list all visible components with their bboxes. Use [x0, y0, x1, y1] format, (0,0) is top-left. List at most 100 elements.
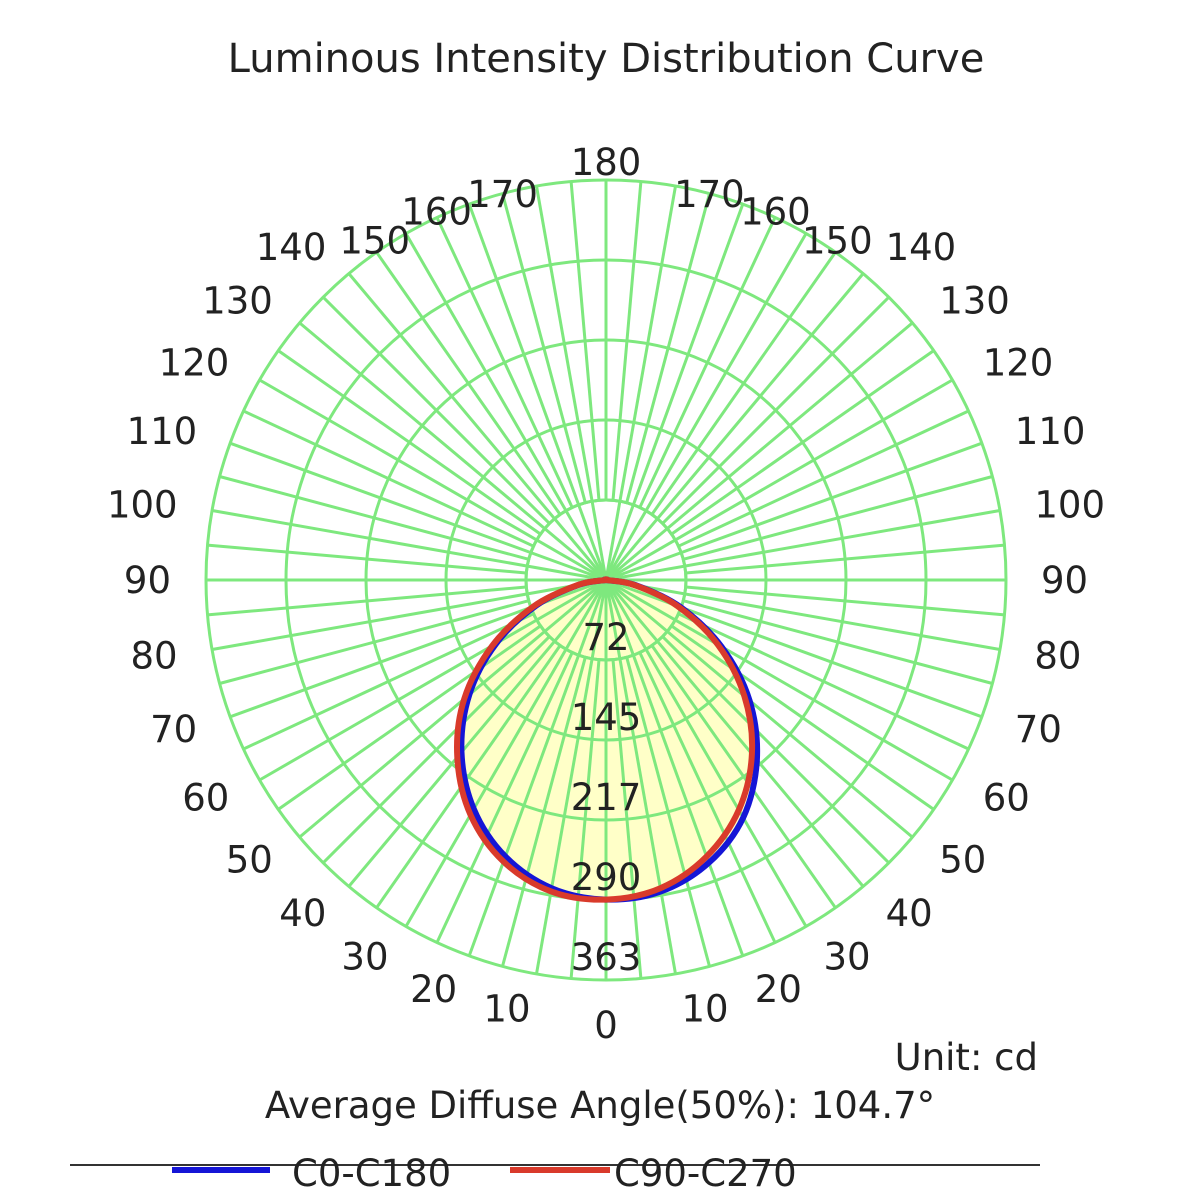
grid-spoke — [242, 409, 535, 548]
angle-tick-label: 60 — [983, 777, 1030, 820]
grid-spoke — [670, 624, 935, 811]
angle-tick-label: 80 — [131, 635, 178, 678]
grid-spoke — [604, 579, 808, 928]
grid-spoke — [650, 251, 837, 516]
angle-tick-label: 100 — [1034, 484, 1105, 527]
angle-tick-label: 120 — [983, 342, 1054, 385]
radial-tick-label: 363 — [571, 936, 642, 979]
grid-spoke — [604, 579, 677, 975]
grid-spoke — [661, 635, 890, 864]
grid-spoke — [322, 296, 551, 525]
grid-spoke — [298, 321, 607, 582]
radial-tick-labels: 72 145 217 290 363 — [571, 616, 642, 979]
grid-spoke — [604, 232, 808, 581]
angle-tick-label: 10 — [483, 987, 530, 1030]
legend-label: C90-C270 — [614, 1152, 797, 1195]
angle-tick-label: 130 — [939, 279, 1010, 322]
grid-spoke — [661, 296, 890, 525]
grid-spoke — [258, 378, 607, 582]
grid-spoke — [404, 579, 608, 928]
legend-label: C0-C180 — [292, 1152, 451, 1195]
grid-spoke — [435, 216, 574, 509]
grid-spoke — [277, 624, 542, 811]
grid-spoke — [298, 578, 607, 839]
angle-tick-label: 50 — [939, 839, 986, 882]
angle-tick-label: 170 — [674, 173, 745, 216]
angle-tick-label: 10 — [682, 987, 729, 1030]
angle-tick-label: 110 — [1015, 410, 1086, 453]
grid-spoke — [625, 656, 711, 967]
grid-spoke — [347, 579, 608, 888]
angle-tick-label: 160 — [740, 191, 811, 234]
grid-spoke — [685, 543, 1005, 575]
angle-tick-label: 80 — [1034, 635, 1081, 678]
angle-tick-label: 70 — [150, 708, 197, 751]
grid-spoke — [435, 651, 574, 944]
grid-spoke — [467, 579, 608, 957]
grid-spoke — [219, 475, 530, 561]
grid-spoke — [605, 321, 914, 582]
grid-spoke — [638, 651, 777, 944]
grid-spoke — [375, 644, 562, 909]
grid-spoke — [207, 585, 527, 617]
grid-spoke — [229, 441, 607, 582]
grid-spoke — [277, 349, 542, 536]
grid-spoke — [211, 578, 607, 651]
angle-tick-label: 0 — [594, 1004, 618, 1047]
angle-tick-label: 50 — [226, 839, 273, 882]
angle-tick-label: 20 — [755, 968, 802, 1011]
angle-tick-label: 110 — [127, 410, 198, 453]
series-curve-c90-c270 — [454, 576, 756, 903]
grid-spoke — [604, 203, 745, 581]
angle-tick-label: 30 — [341, 936, 388, 979]
grid-spoke — [605, 441, 983, 582]
radial-tick-label: 290 — [571, 856, 642, 899]
grid-spoke — [638, 216, 777, 509]
grid-spoke — [611, 659, 643, 979]
chart-legend: C0-C180 C90-C270 — [70, 1152, 1040, 1195]
grid-spoke — [650, 644, 837, 909]
angle-tick-label: 40 — [886, 892, 933, 935]
grid-spoke — [242, 612, 535, 751]
angle-tick-label: 140 — [886, 226, 957, 269]
chart-title: Luminous Intensity Distribution Curve — [228, 36, 985, 82]
angle-tick-label: 160 — [401, 191, 472, 234]
angle-tick-label: 100 — [107, 484, 178, 527]
grid-spoke — [605, 378, 954, 582]
grid-spoke — [685, 585, 1005, 617]
angle-tick-label: 130 — [202, 279, 273, 322]
angle-tick-label: 140 — [256, 226, 327, 269]
grid-spoke — [347, 272, 608, 581]
radial-tick-label: 145 — [571, 696, 642, 739]
grid-spoke — [604, 272, 865, 581]
grid-spoke — [207, 543, 527, 575]
radial-tick-label: 72 — [582, 616, 629, 659]
angle-tick-label: 20 — [410, 968, 457, 1011]
grid-spoke — [211, 509, 607, 582]
angle-tick-label: 170 — [467, 173, 538, 216]
grid-spoke — [501, 193, 587, 504]
grid-spoke — [219, 599, 530, 685]
grid-spoke — [605, 509, 1001, 582]
grid-spoke — [258, 578, 607, 782]
grid-spoke — [677, 409, 970, 548]
angle-tick-label: 90 — [124, 559, 171, 602]
radial-tick-label: 217 — [571, 776, 642, 819]
angle-tick-label: 150 — [339, 220, 410, 263]
angle-tick-label: 150 — [802, 220, 873, 263]
grid-spoke — [569, 659, 601, 979]
grid-spoke — [605, 578, 1001, 651]
grid-spoke — [677, 612, 970, 751]
intensity-curves — [454, 576, 761, 903]
angle-tick-label: 70 — [1015, 708, 1062, 751]
grid-spoke — [467, 203, 608, 581]
angle-tick-label: 180 — [571, 141, 642, 184]
angle-tick-label: 40 — [279, 892, 326, 935]
diffuse-angle-label: Average Diffuse Angle(50%): 104.7° — [265, 1084, 935, 1127]
grid-spoke — [604, 185, 677, 581]
grid-spoke — [682, 599, 993, 685]
grid-spoke — [611, 181, 643, 501]
grid-spoke — [625, 193, 711, 504]
